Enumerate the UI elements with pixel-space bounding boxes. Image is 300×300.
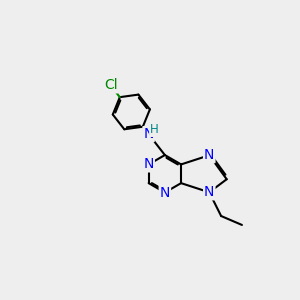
Text: H: H <box>150 123 159 136</box>
Text: N: N <box>204 185 214 199</box>
Text: N: N <box>204 148 214 162</box>
Text: N: N <box>143 127 154 141</box>
Text: Cl: Cl <box>104 78 118 92</box>
Text: N: N <box>143 158 154 171</box>
Text: N: N <box>160 185 170 200</box>
